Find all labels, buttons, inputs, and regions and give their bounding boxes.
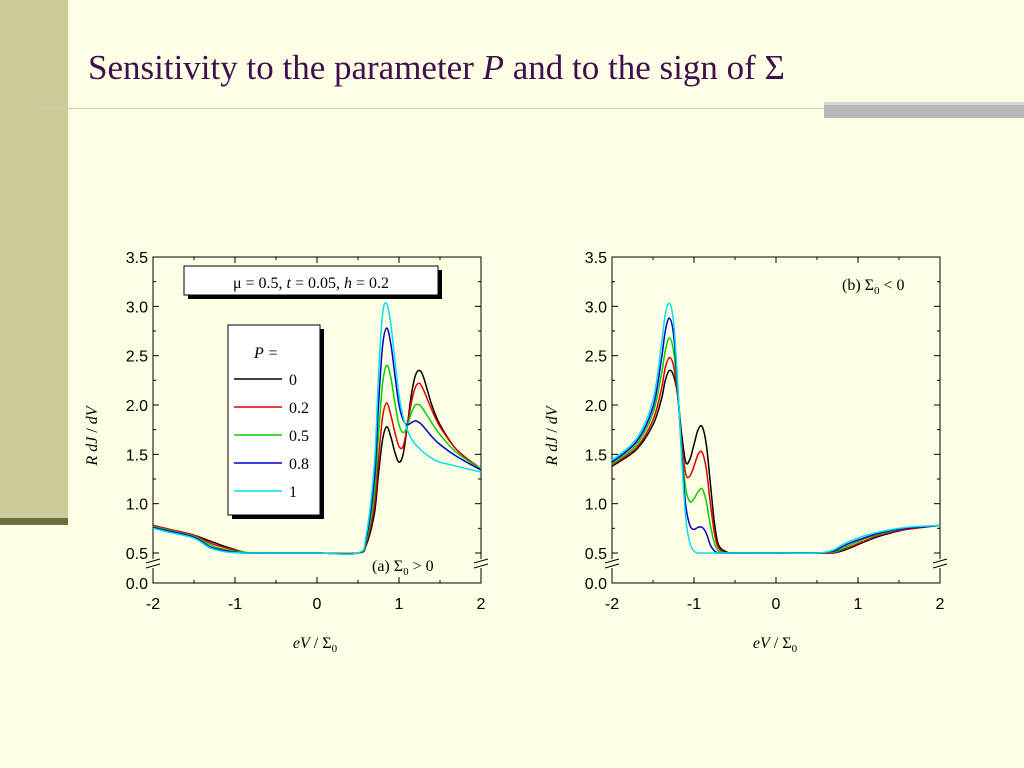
axis-break-a — [145, 558, 489, 569]
x-tick-label-b: 1 — [854, 596, 863, 613]
axis-break-b — [604, 558, 948, 569]
x-tick-label-b: -1 — [687, 596, 701, 613]
param-mu: μ = 0.5, — [233, 275, 287, 292]
params-box-a: μ = 0.5, t = 0.05, h = 0.2 — [183, 265, 442, 299]
side-decor-base — [0, 518, 68, 525]
y-tick-label-b: 3.5 — [585, 250, 607, 267]
title-suffix: and to the sign of Σ — [512, 48, 785, 87]
params-text-a: μ = 0.5, t = 0.05, h = 0.2 — [233, 275, 389, 292]
legend-label-1: 0.2 — [289, 400, 309, 417]
y-tick-label-a: 1.5 — [126, 447, 148, 464]
y-tick-label-b: 3.0 — [585, 299, 607, 316]
panel-label-a-sub: 0 — [403, 566, 409, 578]
x-tick-label-a: 2 — [477, 596, 486, 613]
y-tick-label-a: 0.0 — [126, 576, 148, 593]
y-tick-label-a: 1.0 — [126, 497, 148, 514]
y-tick-label-a: 2.5 — [126, 349, 148, 366]
y-tick-label-b: 2.0 — [585, 398, 607, 415]
series-line-a-1 — [152, 382, 482, 555]
legend-title: P = — [253, 345, 278, 362]
param-t-value: = 0.05, — [291, 275, 344, 292]
series-group-b — [611, 302, 941, 555]
y-tick-label-a: 3.5 — [126, 250, 148, 267]
panel-label-b-sub: 0 — [874, 285, 880, 297]
chart-a: -2 -1 0 1 2 0.0 0.5 1.0 1.5 2.0 2.5 3.0 3.5 μ = 0.5,… — [84, 250, 489, 655]
slide-title: Sensitivity to the parameter P and to th… — [88, 48, 785, 88]
panel-label-b: (b) Σ0 < 0 — [842, 277, 905, 297]
param-h-symbol: h — [344, 275, 352, 292]
x-tick-label-a: 1 — [395, 596, 404, 613]
series-line-b-2 — [611, 337, 941, 554]
ticks-b: -2 -1 0 1 2 0.0 0.5 1.0 1.5 2.0 2.5 3.0 3.5 — [585, 250, 945, 613]
panel-label-b-rel: < 0 — [879, 277, 904, 294]
y-tick-label-b: 0.0 — [585, 576, 607, 593]
title-symbol: P — [482, 48, 505, 87]
legend-label-2: 0.5 — [289, 428, 309, 445]
legend-label-0: 0 — [289, 372, 297, 389]
y-tick-label-b: 1.0 — [585, 497, 607, 514]
y-tick-label-b: 1.5 — [585, 447, 607, 464]
x-axis-title-a: eV / Σ0 — [293, 635, 338, 655]
x-tick-label-b: 2 — [936, 596, 945, 613]
y-axis-title-b: R dJ / dV — [544, 404, 561, 466]
legend-a: P = 0 0.2 0.5 0.8 1 — [227, 324, 324, 519]
legend-items: 0 0.2 0.5 0.8 1 — [234, 372, 309, 501]
x-tick-label-a: -2 — [146, 596, 160, 613]
series-line-b-4 — [611, 302, 941, 554]
title-accent-bar — [824, 102, 1024, 118]
panel-label-a-rel: > 0 — [409, 558, 434, 575]
y-tick-label-a: 2.0 — [126, 398, 148, 415]
x-tick-label-b: 0 — [772, 596, 781, 613]
ticks-a: -2 -1 0 1 2 0.0 0.5 1.0 1.5 2.0 2.5 3.0 3.5 — [126, 250, 486, 613]
x-axis-title-b: eV / Σ0 — [753, 635, 798, 655]
x-tick-label-a: 0 — [313, 596, 322, 613]
title-prefix: Sensitivity to the parameter — [88, 48, 474, 87]
y-tick-label-b: 2.5 — [585, 349, 607, 366]
y-tick-label-b: 0.5 — [585, 546, 607, 563]
series-group-a — [152, 301, 482, 556]
panel-label-a-text: (a) Σ — [372, 558, 403, 575]
plot-frame-b — [611, 256, 941, 584]
legend-label-4: 1 — [289, 484, 297, 501]
x-tick-label-a: -1 — [228, 596, 242, 613]
panel-label-b-text: (b) Σ — [842, 277, 874, 294]
side-decor-bar — [0, 0, 68, 518]
title-divider — [38, 108, 1024, 109]
series-line-b-3 — [611, 317, 941, 554]
y-axis-title-a: R dJ / dV — [84, 404, 101, 466]
series-line-a-2 — [152, 364, 482, 555]
series-line-b-0 — [611, 369, 941, 554]
chart-b: -2 -1 0 1 20.00.51.01.52.02.53.03.5 (b) Σ0 <… — [544, 250, 948, 655]
x-tick-label-b: -2 — [605, 596, 619, 613]
y-tick-label-a: 0.5 — [126, 546, 148, 563]
legend-label-3: 0.8 — [289, 456, 309, 473]
param-h-value: = 0.2 — [352, 275, 389, 292]
y-tick-label-a: 3.0 — [126, 299, 148, 316]
param-t-symbol: t — [287, 275, 292, 292]
panel-label-a: (a) Σ0 > 0 — [372, 558, 434, 578]
series-line-a-4 — [152, 301, 482, 556]
series-line-b-1 — [611, 356, 941, 555]
